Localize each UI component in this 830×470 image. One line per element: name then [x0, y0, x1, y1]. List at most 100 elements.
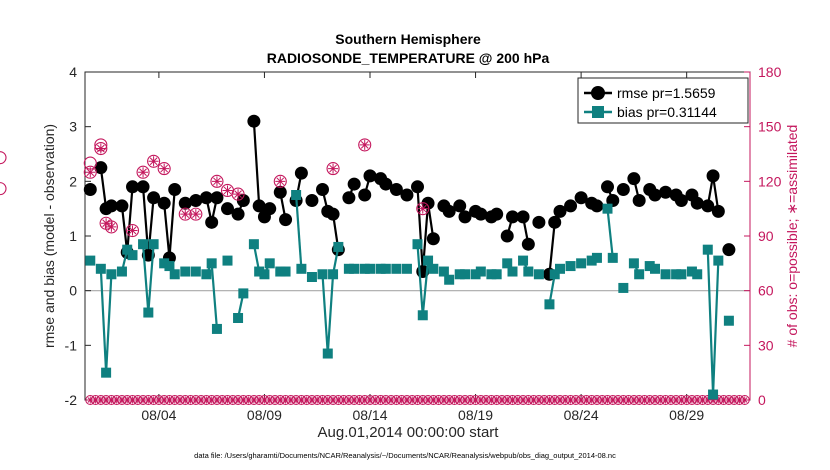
- obs-assimilated-zero: [577, 396, 585, 404]
- bias-point: [544, 299, 555, 310]
- bias-point: [460, 269, 470, 280]
- obs-assimilated-zero: [171, 396, 179, 404]
- obs-assimilated-zero: [165, 396, 173, 404]
- obs-assimilated-zero: [440, 396, 448, 404]
- bias-point: [380, 263, 391, 274]
- legend-rmse-marker: [591, 86, 605, 100]
- obs-assimilated-ring: [189, 207, 203, 221]
- obs-assimilated-zero: [107, 396, 115, 404]
- obs-assimilated-zero: [709, 396, 717, 404]
- bias-point: [143, 307, 154, 318]
- obs-assimilated-zero: [524, 396, 532, 404]
- obs-assimilated-zero: [250, 396, 258, 404]
- obs-assimilated-zero: [630, 396, 638, 404]
- obs-assimilated-zero: [714, 396, 722, 404]
- obs-assimilated-zero: [113, 396, 121, 404]
- obs-assimilated-zero: [720, 396, 728, 404]
- obs-assimilated-zero: [561, 396, 569, 404]
- legend-rmse-label: rmse pr=1.5659: [617, 85, 716, 101]
- bias-point: [180, 266, 191, 277]
- obs-assimilated-zero: [725, 396, 733, 404]
- obs-assimilated-zero: [276, 396, 284, 404]
- bias-point: [343, 263, 354, 274]
- y-tick-label-left: 3: [69, 119, 77, 135]
- legend: rmse pr=1.5659 bias pr=0.31144: [577, 77, 749, 124]
- obs-assimilated-zero: [651, 396, 659, 404]
- obs-assimilated-ring: [136, 165, 150, 179]
- obs-assimilated-ring: [0, 151, 7, 165]
- obs-assimilated-point: [328, 163, 339, 174]
- bias-point: [713, 255, 724, 266]
- y-tick-label-left: -1: [65, 337, 78, 353]
- obs-assimilated-zero: [334, 396, 342, 404]
- rmse-point: [294, 166, 308, 180]
- obs-assimilated-zero: [450, 396, 458, 404]
- obs-assimilated-zero: [677, 396, 685, 404]
- bias-point: [248, 239, 259, 250]
- rmse-point: [616, 183, 630, 197]
- obs-assimilated-ring: [125, 223, 140, 238]
- obs-assimilated-point: [127, 225, 138, 236]
- y-tick-label-right: 180: [758, 64, 782, 80]
- series-line-0: [120, 186, 134, 253]
- y-axis-label-left: rmse and bias (model - observation): [41, 124, 57, 348]
- rmse-point: [564, 199, 578, 213]
- bias-point: [306, 272, 317, 282]
- obs-assimilated-zero: [683, 396, 691, 404]
- obs-assimilated-zero: [456, 396, 464, 404]
- rmse-point: [104, 199, 118, 213]
- obs-assimilated-zero: [361, 396, 369, 404]
- obs-assimilated-zero: [614, 396, 622, 404]
- obs-assimilated-zero: [609, 396, 617, 404]
- obs-assimilated-zero: [635, 396, 643, 404]
- rmse-point: [574, 191, 588, 205]
- obs-assimilated-zero: [535, 396, 543, 404]
- rmse-point: [252, 199, 266, 213]
- bias-point: [333, 241, 344, 252]
- obs-assimilated-zero: [662, 396, 670, 404]
- rmse-point: [516, 210, 530, 224]
- obs-assimilated-zero: [398, 396, 406, 404]
- obs-assimilated-zero: [329, 396, 337, 404]
- obs-assimilated-zero: [688, 396, 696, 404]
- series-line-1: [295, 194, 303, 269]
- bias-point: [676, 269, 687, 280]
- bias-point: [238, 288, 249, 299]
- obs-assimilated-zero: [287, 396, 295, 404]
- bias-point: [259, 269, 270, 280]
- obs-assimilated-point: [106, 221, 117, 232]
- obs-assimilated-zero: [371, 396, 379, 404]
- bias-point: [201, 269, 212, 280]
- obs-assimilated-zero: [414, 396, 421, 404]
- series-line-1: [99, 268, 113, 373]
- obs-assimilated-zero: [282, 396, 290, 404]
- y-tick-label-right: 60: [758, 283, 774, 299]
- obs-assimilated-zero: [672, 396, 680, 404]
- rmse-point: [178, 196, 192, 210]
- bias-point: [533, 269, 544, 280]
- rmse-point: [453, 199, 467, 213]
- bias-point: [401, 263, 412, 274]
- obs-assimilated-zero: [625, 396, 633, 404]
- obs-assimilated-zero: [150, 396, 158, 404]
- y-tick-label-left: 2: [69, 173, 77, 189]
- obs-assimilated-zero: [498, 396, 506, 404]
- obs-assimilated-zero: [355, 396, 363, 404]
- rmse-point: [500, 229, 514, 243]
- y-axis-label-right: # of obs: o=possible; ∗=assimilated: [784, 125, 800, 348]
- bias-point: [444, 274, 455, 285]
- chart-title: Southern Hemisphere: [335, 31, 481, 47]
- rmse-point: [247, 114, 261, 128]
- obs-assimilated-zero: [604, 396, 611, 404]
- rmse-point: [189, 193, 203, 207]
- obs-assimilated-zero: [139, 396, 147, 404]
- obs-assimilated-zero: [181, 396, 189, 404]
- bias-point: [190, 266, 201, 277]
- bias-point: [322, 348, 333, 359]
- obs-assimilated-zero: [303, 396, 311, 404]
- obs-assimilated-zero: [86, 396, 94, 404]
- bias-point: [169, 269, 180, 280]
- obs-assimilated-zero: [144, 396, 152, 404]
- obs-assimilated-ring: [231, 187, 245, 201]
